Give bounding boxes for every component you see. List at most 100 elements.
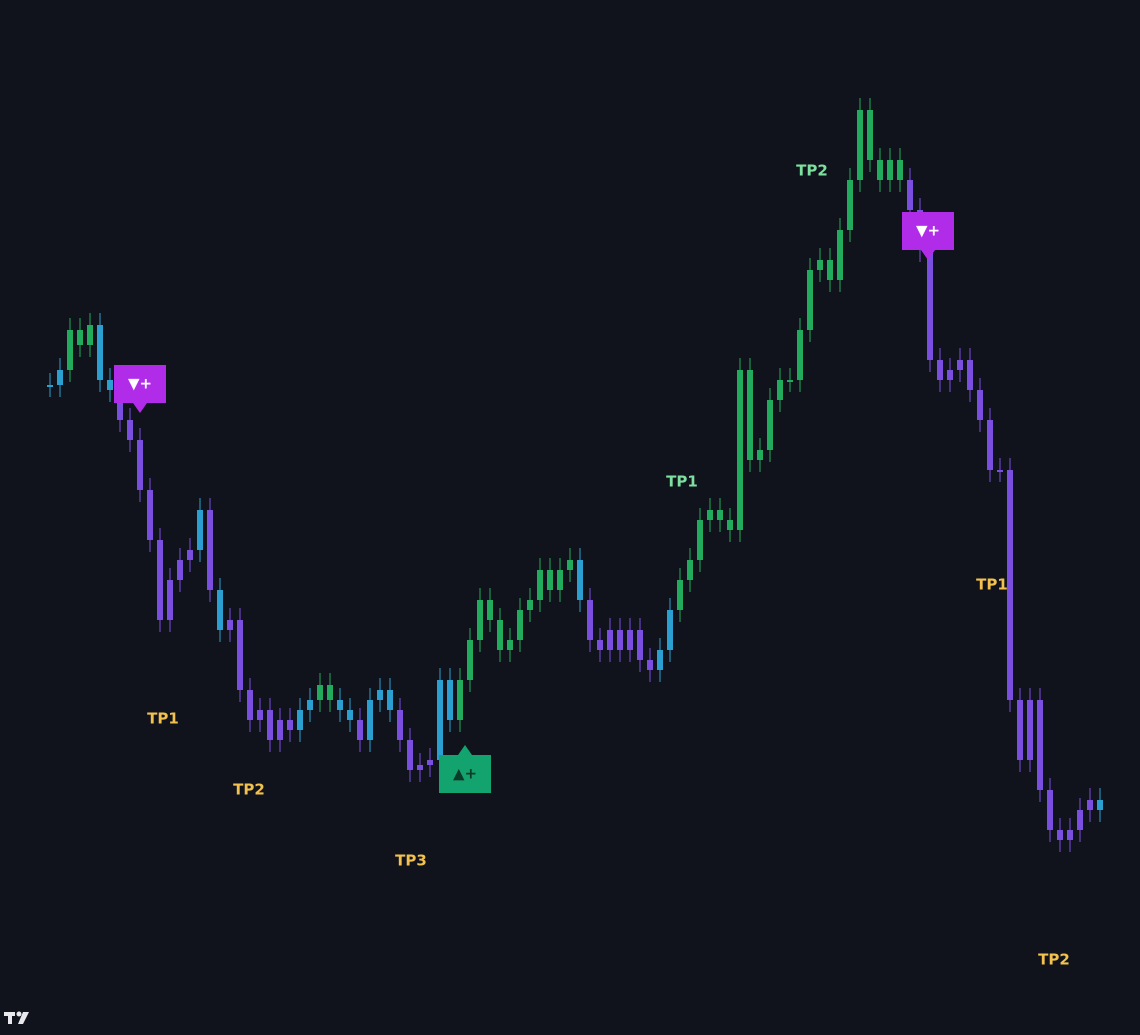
candle	[127, 420, 133, 440]
candle	[187, 550, 193, 560]
candle	[637, 630, 643, 660]
candle	[287, 720, 293, 730]
candle	[837, 230, 843, 280]
candle	[577, 560, 583, 600]
candle	[807, 270, 813, 330]
candle	[727, 520, 733, 530]
candle	[107, 380, 113, 390]
candle	[377, 690, 383, 700]
candle	[207, 510, 213, 590]
candle	[497, 620, 503, 650]
signal-label: ▼+	[128, 375, 152, 393]
tp-label: TP1	[147, 710, 179, 728]
candle	[277, 720, 283, 740]
candle	[477, 600, 483, 640]
candle	[437, 680, 443, 760]
candle	[607, 630, 613, 650]
candle	[447, 680, 453, 720]
candle	[467, 640, 473, 680]
candle	[307, 700, 313, 710]
candle	[767, 400, 773, 450]
candle	[967, 360, 973, 390]
tp-label: TP1	[666, 473, 698, 491]
candle	[927, 250, 933, 360]
candle	[197, 510, 203, 550]
candle	[597, 640, 603, 650]
candle	[257, 710, 263, 720]
candle	[217, 590, 223, 630]
candle	[137, 440, 143, 490]
tv-logo	[4, 1011, 29, 1024]
candle	[487, 600, 493, 620]
candle	[787, 380, 793, 382]
candle	[527, 600, 533, 610]
candle	[847, 180, 853, 230]
candle	[507, 640, 513, 650]
candle	[887, 160, 893, 180]
candle	[177, 560, 183, 580]
candle	[687, 560, 693, 580]
candle	[877, 160, 883, 180]
candle	[457, 680, 463, 720]
candle	[357, 720, 363, 740]
candle	[587, 600, 593, 640]
candle	[167, 580, 173, 620]
candle	[647, 660, 653, 670]
candle	[117, 390, 123, 420]
candle	[907, 180, 913, 210]
candle	[157, 540, 163, 620]
candle	[317, 685, 323, 700]
candle	[697, 520, 703, 560]
candle	[1067, 830, 1073, 840]
candle	[1007, 470, 1013, 700]
signal-label: ▼+	[916, 222, 940, 240]
candle	[77, 330, 83, 345]
candle	[67, 330, 73, 370]
candle	[977, 390, 983, 420]
candle	[867, 110, 873, 160]
candle	[417, 765, 423, 770]
candle	[957, 360, 963, 370]
signal-marker	[114, 365, 166, 413]
candle	[817, 260, 823, 270]
candle	[327, 685, 333, 700]
candle	[147, 490, 153, 540]
signal-label: ▲+	[453, 765, 477, 783]
tp-label: TP2	[796, 162, 828, 180]
candle	[1097, 800, 1103, 810]
candle	[777, 380, 783, 400]
candle	[97, 325, 103, 380]
candle	[517, 610, 523, 640]
candle	[827, 260, 833, 280]
candle	[427, 760, 433, 765]
candle	[547, 570, 553, 590]
candle	[997, 470, 1003, 472]
candle	[627, 630, 633, 650]
candle	[347, 710, 353, 720]
candle	[707, 510, 713, 520]
signal-marker	[439, 745, 491, 793]
candle	[1017, 700, 1023, 760]
tp-label: TP3	[395, 852, 427, 870]
candle	[1057, 830, 1063, 840]
tp-label: TP1	[976, 576, 1008, 594]
candle	[397, 710, 403, 740]
candle	[757, 450, 763, 460]
tp-label: TP2	[233, 781, 265, 799]
candle	[1077, 810, 1083, 830]
candle	[387, 690, 393, 710]
candle	[857, 110, 863, 180]
signal-marker	[902, 212, 954, 260]
candle	[747, 370, 753, 460]
candle	[737, 370, 743, 530]
candle	[297, 710, 303, 730]
tp-label: TP2	[1038, 951, 1070, 969]
candle	[227, 620, 233, 630]
candle	[337, 700, 343, 710]
candle	[407, 740, 413, 770]
candle	[57, 370, 63, 385]
candle	[267, 710, 273, 740]
